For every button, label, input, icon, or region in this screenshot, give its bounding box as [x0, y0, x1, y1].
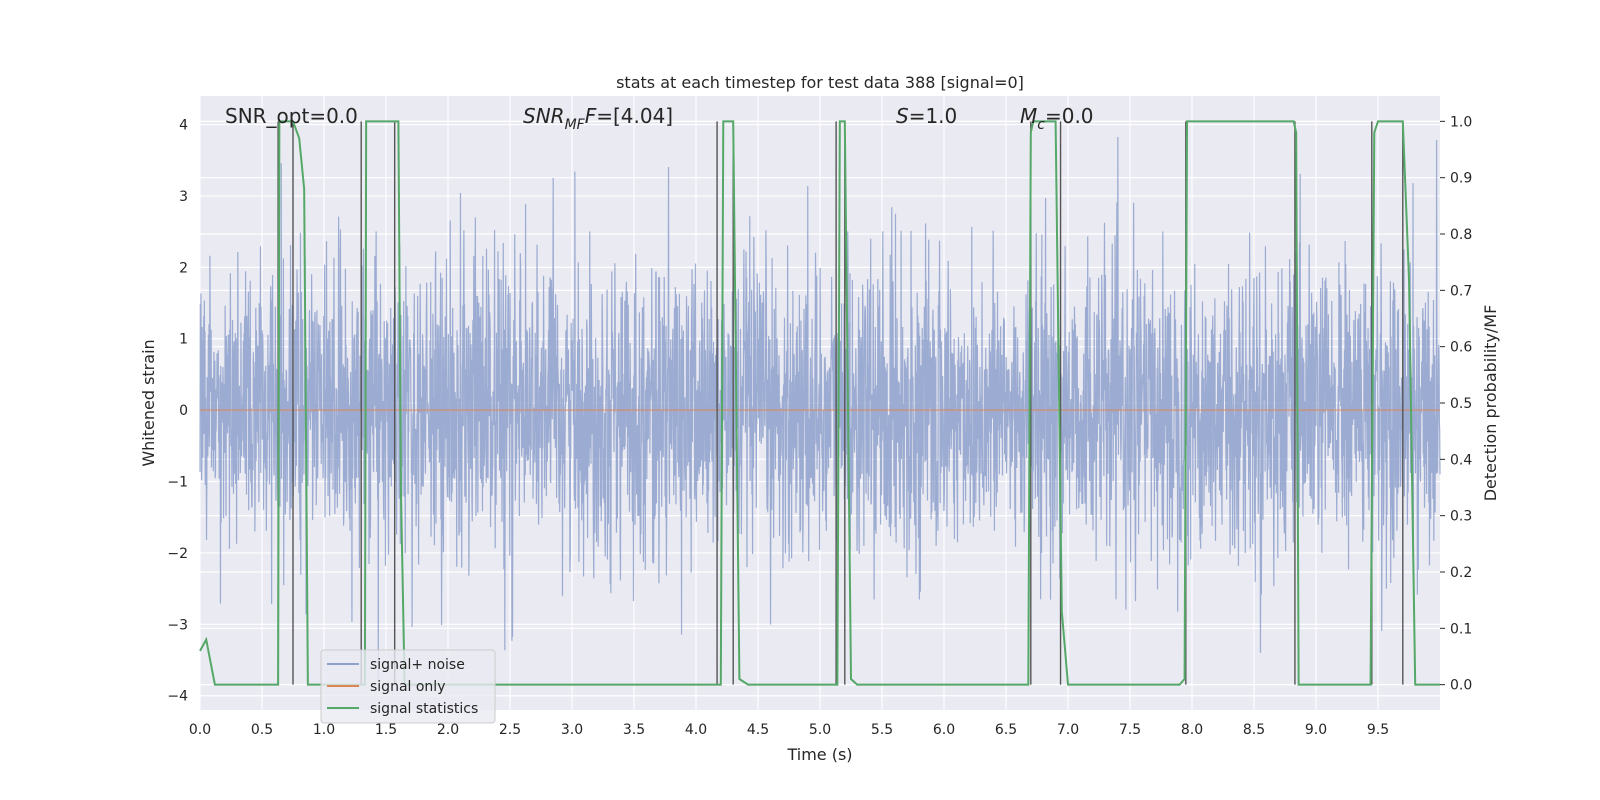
y2-tick-label: 0.8: [1450, 227, 1472, 243]
x-tick-label: 8.5: [1243, 722, 1265, 738]
y-tick-label: 2: [179, 260, 188, 276]
y2-tick-labels: 0.0 0.1 0.2 0.3 0.4 0.5 0.6 0.7 0.8 0.9 1.0: [1440, 114, 1472, 694]
x-tick-label: 0.5: [251, 722, 273, 738]
legend: signal+ noise signal only signal statist…: [320, 649, 496, 724]
y-tick-label: −1: [167, 475, 188, 491]
series-signal-noise: [199, 137, 1441, 680]
y2-tick-label: 0.5: [1450, 396, 1472, 412]
legend-label-signal-only: signal only: [370, 679, 445, 695]
x-tick-label: 2.5: [499, 722, 521, 738]
x-tick-label: 6.5: [995, 722, 1017, 738]
y-axis-label: Whitened strain: [139, 339, 158, 466]
x-tick-label: 0.0: [189, 722, 211, 738]
signal-statistics-line: [199, 120, 1440, 686]
y2-tick-label: 0.7: [1450, 283, 1472, 299]
annotation-s: S=1.0: [896, 104, 957, 128]
x-tick-labels: 0.0 0.5 1.0 1.5 2.0 2.5 3.0 3.5 4.0 4.5 5.0 5.5 6.0 6…: [189, 722, 1389, 738]
x-tick-label: 9.0: [1305, 722, 1327, 738]
y2-tick-label: 1.0: [1450, 114, 1472, 130]
y-tick-label: −4: [167, 689, 188, 705]
y-tick-labels: −4 −3 −2 −1 0 1 2 3 4: [167, 118, 188, 705]
annotation-snr-opt: SNR_opt=0.0: [225, 104, 358, 128]
y-tick-label: 3: [179, 189, 188, 205]
x-tick-label: 7.5: [1119, 722, 1141, 738]
x-tick-label: 2.0: [437, 722, 459, 738]
x-tick-label: 1.5: [375, 722, 397, 738]
x-tick-label: 5.0: [809, 722, 831, 738]
y2-tick-label: 0.0: [1450, 678, 1472, 694]
x-tick-label: 5.5: [871, 722, 893, 738]
x-tick-label: 6.0: [933, 722, 955, 738]
y2-tick-label: 0.1: [1450, 621, 1472, 637]
series-signal-statistics: [199, 120, 1440, 686]
y2-tick-label: 0.9: [1450, 171, 1472, 187]
y2-tick-label: 0.2: [1450, 565, 1472, 581]
annotation-mc: Mc=0.0: [1020, 104, 1094, 133]
x-tick-label: 1.0: [313, 722, 335, 738]
y-tick-label: 4: [179, 118, 188, 134]
chart-title: stats at each timestep for test data 388…: [616, 73, 1024, 92]
legend-label-signal-noise: signal+ noise: [370, 657, 465, 673]
x-axis-label: Time (s): [786, 745, 852, 764]
annotation-snr-mf: SNRMFF=[4.04]: [523, 104, 673, 133]
y2-tick-label: 0.6: [1450, 340, 1472, 356]
signal-noise-line: [199, 137, 1441, 680]
y-tick-label: 0: [179, 403, 188, 419]
y2-tick-label: 0.4: [1450, 452, 1472, 468]
x-tick-label: 3.0: [561, 722, 583, 738]
x-tick-label: 7.0: [1057, 722, 1079, 738]
y-tick-label: −3: [167, 617, 188, 633]
x-tick-label: 4.5: [747, 722, 769, 738]
legend-box: [320, 649, 496, 724]
y2-tick-label: 0.3: [1450, 509, 1472, 525]
y-tick-label: −2: [167, 546, 188, 562]
y-tick-label: 1: [179, 332, 188, 348]
legend-label-signal-statistics: signal statistics: [370, 701, 478, 717]
x-tick-label: 8.0: [1181, 722, 1203, 738]
x-tick-label: 3.5: [623, 722, 645, 738]
x-tick-label: 9.5: [1367, 722, 1389, 738]
x-tick-label: 4.0: [685, 722, 707, 738]
y2-axis-label: Detection probability/MF: [1481, 305, 1500, 502]
